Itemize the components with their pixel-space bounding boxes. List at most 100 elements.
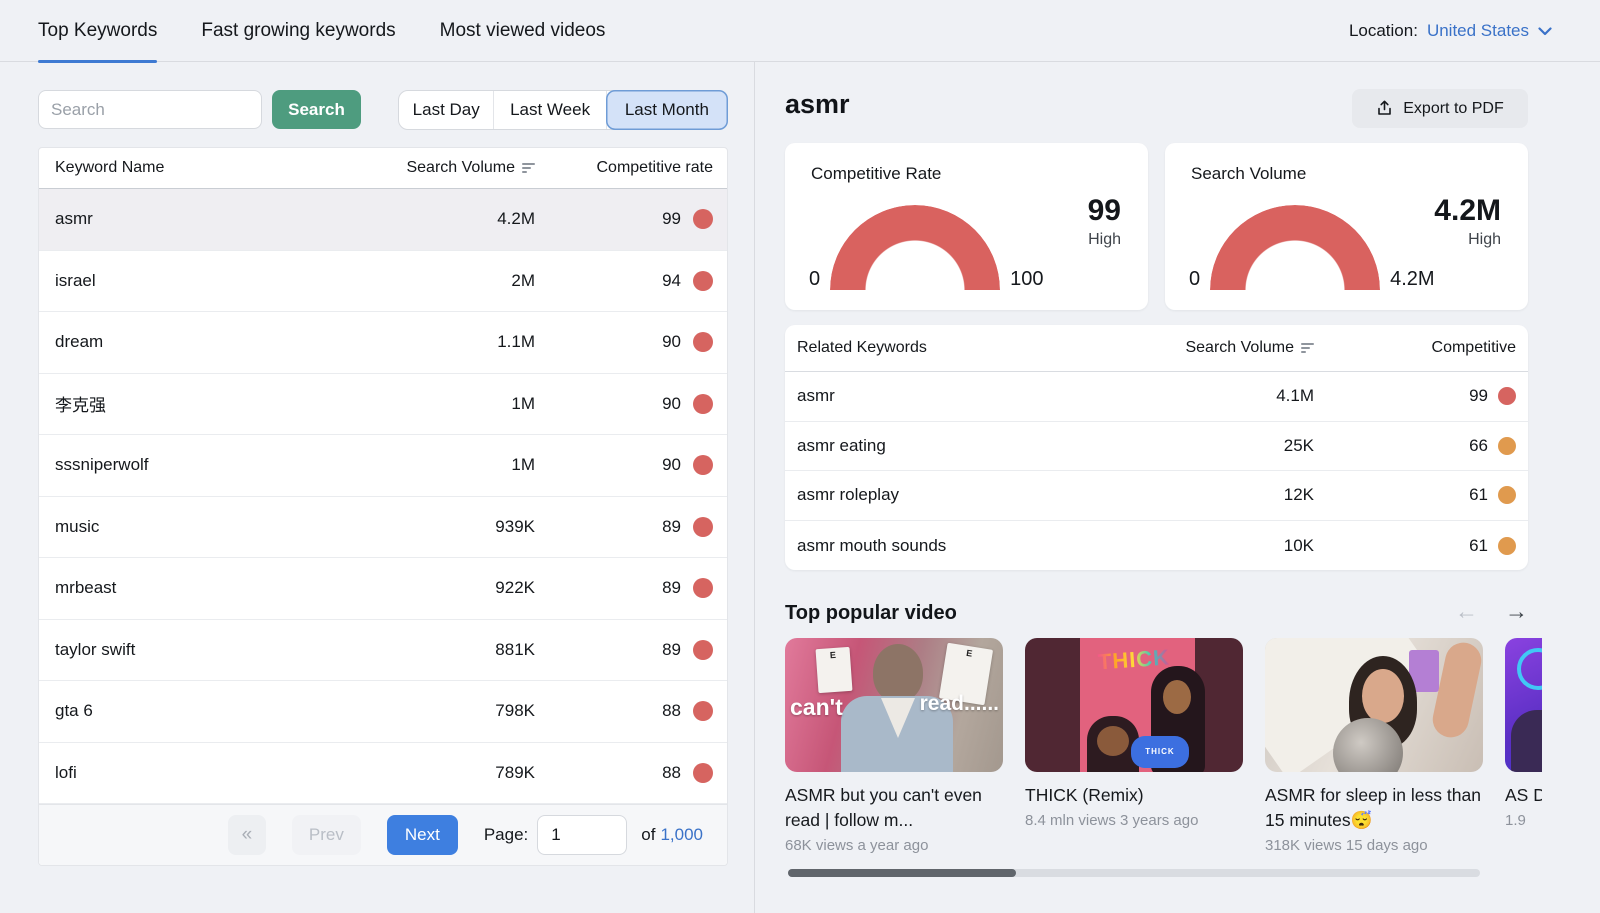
video-card[interactable]: THICK THICK THICK (Remix) 8.4 mln views … [1025, 638, 1243, 854]
table-row[interactable]: dream 1.1M 90 [39, 312, 727, 374]
keyword-cell: asmr roleplay [797, 485, 900, 505]
rate-value: 89 [662, 516, 681, 536]
filter-last-week[interactable]: Last Week [494, 91, 607, 129]
col-search-volume[interactable]: Search Volume [406, 159, 515, 176]
export-icon [1378, 100, 1392, 115]
table-row[interactable]: gta 6 798K 88 [39, 681, 727, 743]
thumbnail-overlay-text: THICK [1097, 644, 1171, 675]
location-label: Location: [1348, 21, 1418, 40]
video-title[interactable]: ASMR for sleep in less than 15 minutes😴 [1265, 785, 1481, 831]
volume-cell: 1M [511, 455, 535, 475]
volume-cell: 1M [511, 393, 535, 413]
time-filter-group: Last Day Last Week Last Month [398, 90, 728, 130]
total-pages-link[interactable]: 1,000 [660, 825, 703, 844]
related-row[interactable]: asmr 4.1M 99 [785, 372, 1528, 422]
table-row[interactable]: lofi 789K 88 [39, 743, 727, 804]
competitive-rate-dot [1498, 486, 1516, 505]
export-pdf-button[interactable]: Export to PDF [1352, 89, 1528, 128]
rate-value: 99 [662, 209, 681, 229]
table-row[interactable]: israel 2M 94 [39, 251, 727, 312]
keyword-cell: mrbeast [55, 578, 117, 598]
rate-value: 94 [662, 270, 681, 290]
competitive-rate-dot [1498, 436, 1516, 455]
gauge-max-label: 100 [1010, 268, 1044, 290]
video-thumbnail[interactable] [1265, 638, 1483, 772]
gauge-level: High [1468, 230, 1501, 248]
scrollbar-thumb[interactable] [788, 869, 1016, 877]
keyword-cell: sssniperwolf [55, 455, 149, 475]
volume-cell: 789K [495, 762, 535, 782]
carousel-next-icon[interactable]: → [1505, 598, 1528, 624]
keyword-cell: taylor swift [55, 639, 136, 659]
search-button[interactable]: Search [272, 90, 361, 129]
carousel-prev-icon[interactable]: ← [1455, 598, 1478, 624]
rate-value: 88 [662, 762, 681, 782]
selected-keyword-title: asmr [785, 89, 850, 119]
gauge-level: High [1088, 230, 1121, 248]
competitive-rate-dot [693, 209, 713, 230]
tab-top-keywords[interactable]: Top Keywords [38, 0, 158, 63]
video-title[interactable]: AS Do [1505, 785, 1542, 805]
gauge-arc [1210, 205, 1380, 290]
prev-page-button[interactable]: Prev [291, 815, 361, 855]
video-meta: 1.9 [1505, 812, 1526, 830]
rate-value: 66 [1469, 435, 1488, 455]
competitive-rate-dot [693, 578, 713, 599]
top-popular-video-heading: Top popular video [785, 602, 957, 624]
search-input[interactable] [38, 90, 262, 129]
volume-cell: 1.1M [497, 332, 535, 352]
video-card[interactable]: AS Do 1.9 [1505, 638, 1542, 854]
sort-descending-icon[interactable] [1301, 343, 1314, 353]
bag-graphic: THICK [1131, 736, 1189, 768]
video-thumbnail[interactable] [1505, 638, 1542, 772]
competitive-rate-dot [693, 639, 713, 660]
of-label: of [641, 825, 656, 844]
keyword-cell: asmr eating [797, 435, 886, 455]
table-header: Keyword Name Search Volume Competitive r… [39, 148, 727, 189]
page-label: Page: [483, 825, 529, 844]
video-title[interactable]: THICK (Remix) [1025, 785, 1144, 805]
video-card[interactable]: ASMR for sleep in less than 15 minutes😴 … [1265, 638, 1483, 854]
keyword-cell: israel [55, 270, 96, 290]
volume-cell: 939K [495, 516, 535, 536]
table-row[interactable]: music 939K 89 [39, 497, 727, 558]
rate-value: 89 [662, 578, 681, 598]
competitive-rate-dot [693, 455, 713, 476]
video-carousel: E E can't read...... ASMR but you can't … [785, 638, 1542, 854]
volume-cell: 4.2M [497, 209, 535, 229]
tab-most-viewed-videos[interactable]: Most viewed videos [439, 20, 606, 41]
table-row[interactable]: sssniperwolf 1M 90 [39, 435, 727, 497]
video-title[interactable]: ASMR but you can't even read | follow m.… [785, 785, 982, 831]
col-search-volume[interactable]: Search Volume [1185, 339, 1294, 356]
video-card[interactable]: E E can't read...... ASMR but you can't … [785, 638, 1003, 854]
competitive-rate-dot [693, 701, 713, 722]
table-row[interactable]: asmr 4.2M 99 [39, 189, 727, 251]
sort-descending-icon[interactable] [522, 163, 535, 173]
thumbnail-overlay-text: read...... [919, 692, 999, 715]
col-competitive-rate: Competitive rate [596, 159, 714, 176]
location-value[interactable]: United States [1426, 21, 1529, 40]
filter-last-month[interactable]: Last Month [605, 90, 728, 130]
first-page-button[interactable]: « [227, 815, 266, 855]
related-row[interactable]: asmr roleplay 12K 61 [785, 471, 1528, 521]
filter-last-day[interactable]: Last Day [399, 91, 495, 129]
table-row[interactable]: taylor swift 881K 89 [39, 620, 727, 681]
tab-fast-growing-keywords[interactable]: Fast growing keywords [201, 20, 396, 41]
rate-value: 88 [662, 701, 681, 721]
video-meta: 8.4 mln views 3 years ago [1025, 812, 1199, 830]
location-selector[interactable]: Location: United States [1349, 0, 1552, 62]
related-row[interactable]: asmr mouth sounds 10K 61 [785, 521, 1528, 571]
keyword-cell: lofi [55, 762, 77, 782]
table-row[interactable]: 李克强 1M 90 [39, 374, 727, 435]
related-row[interactable]: asmr eating 25K 66 [785, 422, 1528, 472]
volume-cell: 798K [495, 701, 535, 721]
page-number-input[interactable] [537, 815, 628, 855]
table-row[interactable]: mrbeast 922K 89 [39, 558, 727, 620]
pagination: « Prev Next Page: of 1,000 [39, 804, 727, 865]
video-thumbnail[interactable]: THICK THICK [1025, 638, 1243, 772]
person-graphic [1511, 710, 1542, 772]
video-thumbnail[interactable]: E E can't read...... [785, 638, 1003, 772]
col-keyword-name: Keyword Name [55, 159, 165, 176]
horizontal-scrollbar[interactable] [788, 869, 1480, 877]
next-page-button[interactable]: Next [386, 815, 458, 855]
